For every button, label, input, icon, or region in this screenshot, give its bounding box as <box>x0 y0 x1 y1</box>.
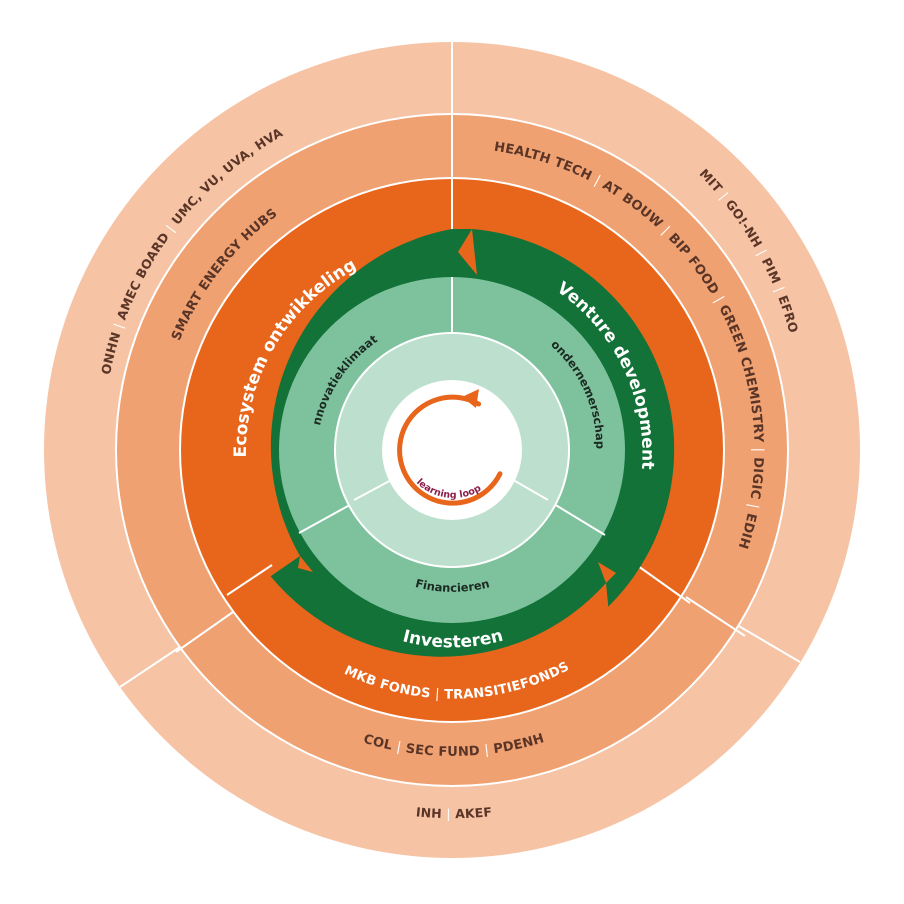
outer-divider-left <box>119 646 181 688</box>
financing-label: Financieren <box>414 576 491 595</box>
mid-divider-left <box>298 500 358 534</box>
inner-divider-left <box>353 477 396 501</box>
circular-arrow-icon <box>397 389 503 506</box>
second-divider-left <box>175 611 234 653</box>
investment-partners-label: INH | AKEF <box>415 804 492 821</box>
center-circle <box>382 380 522 520</box>
orange-divider-right <box>637 565 691 604</box>
mid-divider-right <box>548 500 606 536</box>
second-divider-right <box>685 596 746 637</box>
orange-divider-left <box>226 564 273 596</box>
outer-divider-right <box>736 624 801 663</box>
